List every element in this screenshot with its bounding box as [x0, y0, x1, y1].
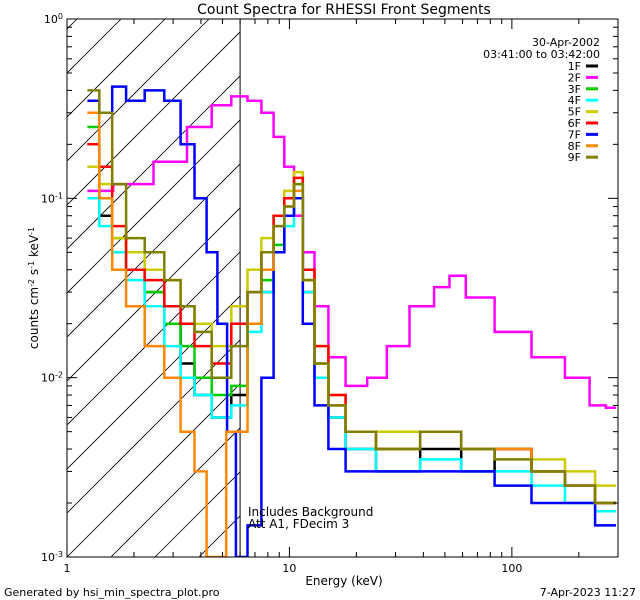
y-tick-label: 100	[44, 12, 63, 27]
hatch-line	[111, 19, 640, 557]
series-8F	[87, 113, 616, 557]
hatch-line	[23, 19, 561, 557]
ylabel-part1: counts cm	[27, 287, 41, 349]
y-axis-label: counts cm-2 s-1 keV-1	[27, 227, 42, 349]
time-label: 30-Apr-2002 03:41:00 to 03:42:00	[483, 36, 600, 61]
spectra-plot: Count Spectra for RHESSI Front Segments …	[0, 0, 640, 600]
y-tick-label: 10-2	[41, 370, 63, 385]
series-group	[87, 87, 616, 557]
ylabel-part3: keV	[27, 234, 41, 261]
ylabel-sup1: -2	[27, 279, 36, 287]
ylabel-part2: s	[27, 269, 41, 279]
hatch-line	[67, 19, 605, 557]
x-tick-label: 100	[501, 562, 522, 575]
chart-title: Count Spectra for RHESSI Front Segments	[197, 2, 491, 18]
annotation-attenuator: Att A1, FDecim 3	[248, 517, 349, 531]
series-5F	[87, 167, 616, 486]
hatch-line	[0, 19, 121, 557]
hatch-line	[0, 19, 429, 557]
plot-frame	[67, 19, 618, 557]
series-4F	[87, 198, 616, 511]
series-3F	[87, 127, 616, 503]
annotations: Includes Background Att A1, FDecim 3	[248, 505, 373, 531]
legend-label: 9F	[568, 151, 581, 164]
x-axis: 1 10 100	[64, 19, 619, 575]
hatch-line	[375, 19, 640, 557]
y-tick-label: 10-3	[41, 550, 63, 565]
y-tick-label: 10-1	[41, 191, 63, 206]
series-2F	[87, 96, 616, 407]
series-9F	[87, 90, 616, 503]
ylabel-sup3: -1	[27, 227, 36, 235]
footer-timestamp: 7-Apr-2023 11:27	[540, 586, 636, 599]
footer-generated-by: Generated by hsi_min_spectra_plot.pro	[4, 586, 220, 599]
x-tick-label: 10	[282, 562, 296, 575]
x-tick-label: 1	[64, 562, 71, 575]
hatch-line	[0, 19, 385, 557]
x-axis-label: Energy (keV)	[305, 574, 382, 588]
hatch-line	[419, 19, 640, 557]
time-range-label: 03:41:00 to 03:42:00	[483, 48, 600, 61]
hatch-line	[463, 19, 640, 557]
ylabel-sup2: -1	[27, 261, 36, 269]
